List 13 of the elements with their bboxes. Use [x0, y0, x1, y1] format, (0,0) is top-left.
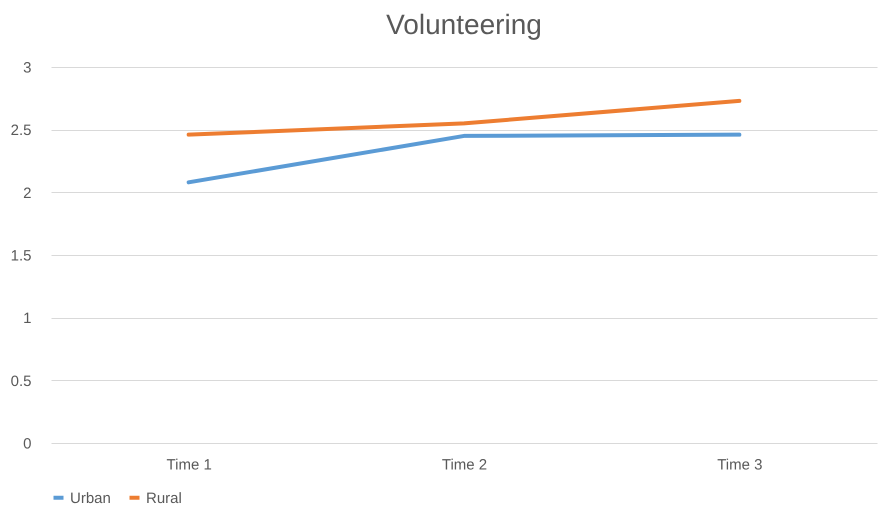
y-tick-label: 0.5 — [10, 372, 32, 390]
chart-title: Volunteering — [386, 9, 542, 40]
y-tick-label: 0 — [23, 436, 32, 452]
y-tick-label: 3 — [23, 60, 32, 76]
y-tick-label: 2 — [23, 184, 32, 202]
legend-label: Rural — [146, 490, 182, 507]
y-tick-label: 2.5 — [10, 122, 32, 140]
x-tick-label: Time 3 — [717, 456, 762, 474]
x-tick-label: Time 2 — [442, 456, 488, 474]
y-tick-label: 1.5 — [10, 248, 32, 264]
legend-label: Urban — [70, 490, 111, 507]
y-tick-label: 1 — [23, 310, 32, 328]
x-tick-label: Time 1 — [166, 456, 212, 474]
